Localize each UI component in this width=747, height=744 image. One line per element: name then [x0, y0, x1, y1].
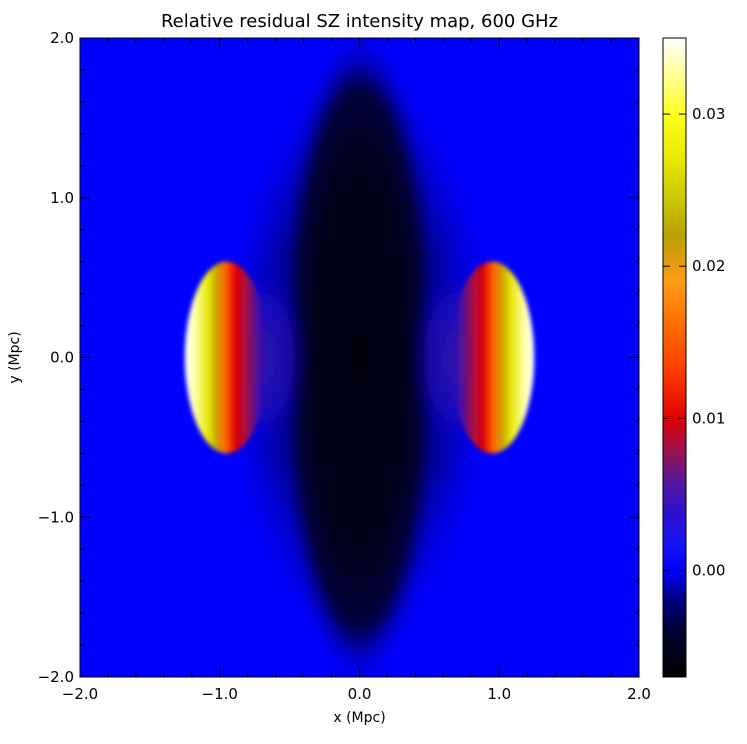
y-tick-label: 0.0 [50, 349, 74, 367]
y-tick-label: −2.0 [38, 668, 74, 686]
chart-title: Relative residual SZ intensity map, 600 … [161, 11, 558, 32]
x-axis-label: x (Mpc) [333, 710, 385, 726]
x-tick-label: −1.0 [202, 685, 238, 703]
y-tick-label: 2.0 [50, 29, 74, 47]
y-axis-label: y (Mpc) [7, 331, 23, 383]
heatmap-area [80, 38, 639, 677]
y-axis-ticks: −2.0 −1.0 0.0 1.0 2.0 [38, 29, 639, 686]
left-shock-front [184, 261, 269, 454]
x-tick-label: 1.0 [487, 685, 511, 703]
colorbar [662, 37, 687, 678]
colorbar-tick-label: 0.03 [692, 105, 725, 123]
colorbar-tick-label: 0.02 [692, 257, 725, 275]
right-shock-front [450, 261, 535, 454]
x-tick-label: 2.0 [627, 685, 651, 703]
x-axis-ticks: −2.0 −1.0 0.0 1.0 2.0 [62, 38, 651, 703]
x-tick-label: 0.0 [348, 685, 372, 703]
x-tick-label: −2.0 [62, 685, 98, 703]
colorbar-tick-label: 0.00 [692, 562, 725, 580]
colorbar-tick-label: 0.01 [692, 409, 725, 427]
y-tick-label: 1.0 [50, 189, 74, 207]
y-tick-label: −1.0 [38, 508, 74, 526]
colorbar-ticks: 0.00 0.01 0.02 0.03 [663, 105, 725, 580]
central-dark-lens-region [275, 38, 444, 677]
